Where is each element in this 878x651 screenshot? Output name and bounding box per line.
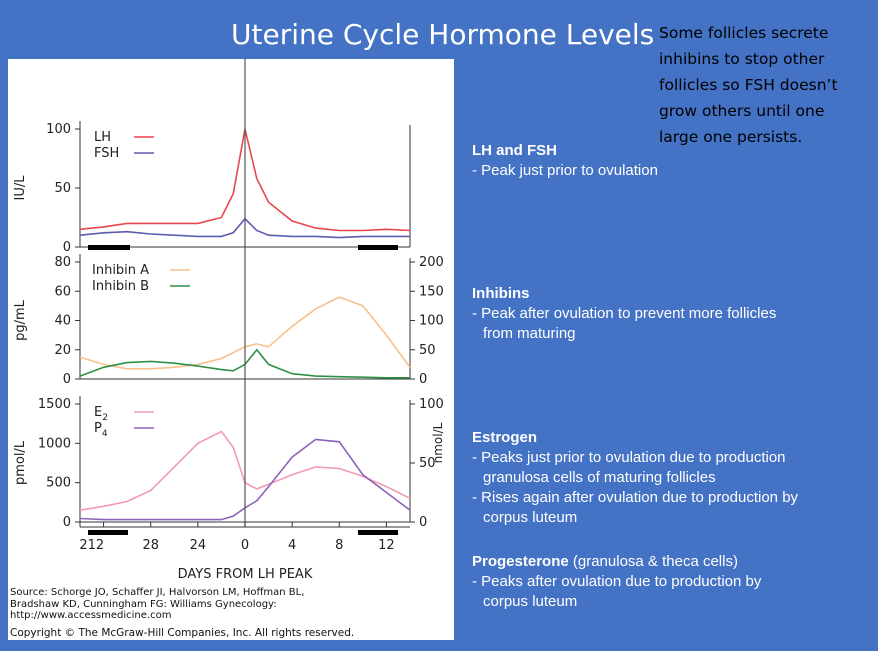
source-line: Source: Schorge JO, Schaffer JI, Halvors… — [10, 587, 305, 598]
section-heading: Estrogen — [472, 429, 538, 446]
y-tick-label: 1000 — [38, 436, 71, 451]
section-line: - Peaks after ovulation due to productio… — [472, 573, 762, 590]
y2-tick-label: 50 — [419, 343, 436, 358]
section-line: - Rises again after ovulation due to pro… — [472, 489, 799, 506]
x-tick-label: 24 — [190, 538, 207, 553]
y-axis-label: pg/mL — [13, 299, 28, 341]
y-tick-label: 500 — [46, 476, 71, 491]
figure-source: Source: Schorge JO, Schaffer JI, Halvors… — [10, 587, 450, 622]
menses-bar-left — [88, 245, 130, 250]
section-inhibins: Inhibins - Peak after ovulation to preve… — [472, 284, 872, 344]
legend-label: LH — [94, 130, 111, 145]
legend-subscript: 2 — [102, 413, 108, 423]
x-tick-label: 0 — [241, 538, 249, 553]
section-heading: Inhibins — [472, 285, 530, 302]
x-tick-label: 28 — [142, 538, 159, 553]
section-heading: LH and FSH — [472, 142, 557, 159]
source-line: http://www.accessmedicine.com — [10, 610, 172, 621]
y2-tick-label: 0 — [419, 372, 427, 387]
section-line: - Peak just prior to ovulation — [472, 162, 658, 179]
legend-label: FSH — [94, 146, 119, 161]
section-estrogen: Estrogen - Peaks just prior to ovulation… — [472, 428, 872, 528]
x-tick-label: 12 — [378, 538, 395, 553]
y-tick-label: 0 — [63, 372, 71, 387]
section-heading-row: Progesterone (granulosa & theca cells) — [472, 552, 872, 572]
y-tick-label: 0 — [63, 240, 71, 255]
note-line: large one persists. — [659, 128, 803, 146]
section-line: - Peaks just prior to ovulation due to p… — [472, 449, 786, 466]
source-line: Bradshaw KD, Cunningham FG: Williams Gyn… — [10, 598, 277, 610]
figure-copyright: Copyright © The McGraw-Hill Companies, I… — [10, 627, 355, 639]
y2-tick-label: 150 — [419, 284, 444, 299]
legend-label: Inhibin A — [92, 263, 149, 278]
y-tick-label: 1500 — [38, 397, 71, 412]
section-line: corpus luteum — [483, 593, 578, 610]
y-tick-label: 0 — [63, 515, 71, 530]
y2-tick-label: 100 — [419, 314, 444, 329]
x-axis-label: DAYS FROM LH PEAK — [178, 567, 313, 582]
section-line: - Peak after ovulation to prevent more f… — [472, 305, 777, 322]
y2-tick-label: 100 — [419, 397, 444, 412]
note-line: Some follicles secrete — [659, 24, 829, 42]
y-tick-label: 40 — [54, 314, 71, 329]
section-progesterone: Progesterone (granulosa & theca cells) -… — [472, 552, 872, 612]
y-tick-label: 60 — [54, 284, 71, 299]
x-tick-label: 8 — [335, 538, 343, 553]
x-tick-label: 212 — [79, 538, 104, 553]
section-line: from maturing — [483, 325, 576, 342]
section-heading: Progesterone — [472, 553, 569, 570]
y-tick-label: 100 — [46, 122, 71, 137]
y-axis-label: IU/L — [13, 175, 28, 201]
y-tick-label: 80 — [54, 255, 71, 270]
section-line: corpus luteum — [483, 509, 578, 526]
hormone-chart: 100500IU/LLHFSH806040200200150100500pg/m… — [13, 59, 445, 582]
y-tick-label: 20 — [54, 343, 71, 358]
y-tick-label: 50 — [54, 181, 71, 196]
inhibin-note: Some follicles secrete inhibins to stop … — [659, 20, 874, 150]
note-line: grow others until one — [659, 102, 825, 120]
legend-label: Inhibin B — [92, 279, 149, 294]
menses-bar-right — [358, 245, 398, 250]
section-lh-fsh: LH and FSH - Peak just prior to ovulatio… — [472, 141, 872, 181]
legend-label: P4 — [94, 421, 108, 439]
section-line: granulosa cells of maturing follicles — [483, 469, 716, 486]
y-axis-label: pmol/L — [13, 440, 28, 485]
x-tick-label: 4 — [288, 538, 296, 553]
legend-subscript: 4 — [102, 429, 108, 439]
section-heading-suffix: (granulosa & theca cells) — [568, 553, 738, 570]
note-line: inhibins to stop other — [659, 50, 825, 68]
note-line: follicles so FSH doesn’t — [659, 76, 838, 94]
hormone-figure: 100 50 0 IU/L LH FSH 80 60 40 20 0 200 150 100 50 0 pg/m… — [8, 59, 454, 640]
y2-axis-label: nmol/L — [431, 422, 445, 463]
menses-bar-right — [358, 530, 398, 535]
y2-tick-label: 50 — [419, 456, 436, 471]
y2-tick-label: 0 — [419, 515, 427, 530]
slide-title: Uterine Cycle Hormone Levels — [231, 18, 655, 51]
y2-tick-label: 200 — [419, 255, 444, 270]
menses-bar-left — [88, 530, 128, 535]
